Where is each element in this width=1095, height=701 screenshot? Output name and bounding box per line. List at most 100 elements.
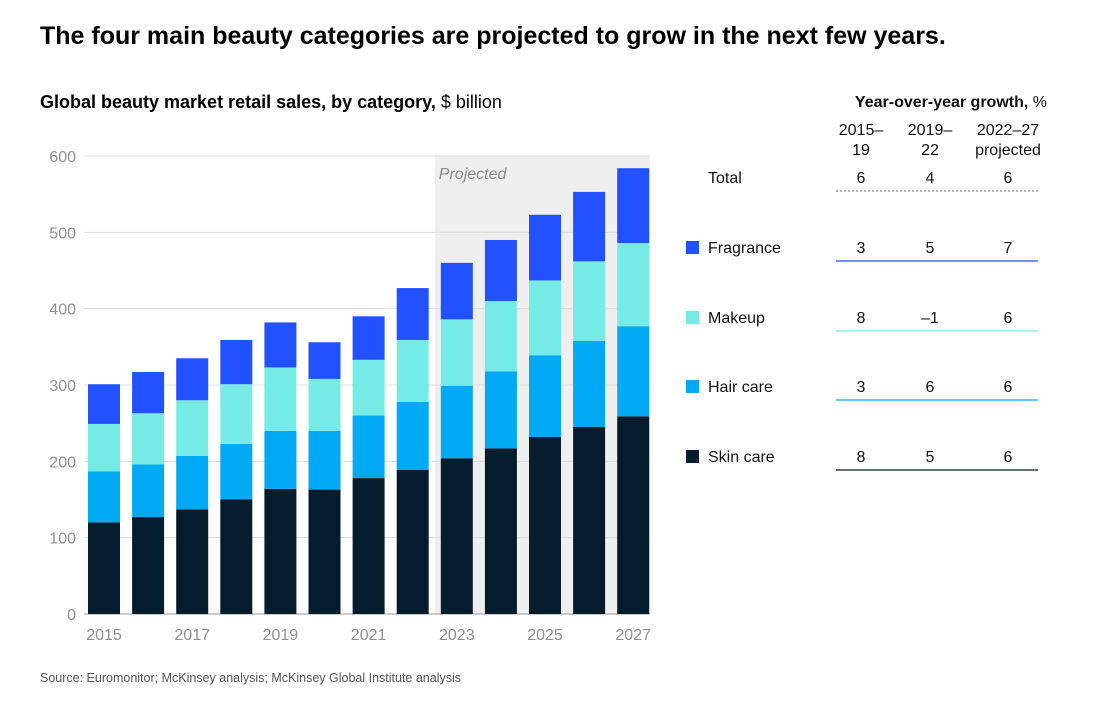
x-tick-label: 2027 [615, 627, 651, 644]
bar-segment-makeup [484, 301, 517, 372]
growth-table-title: Year-over-year growth, % [855, 94, 1047, 111]
growth-value: 6 [857, 170, 866, 187]
bar-segment-fragrance [352, 316, 385, 360]
bar-segment-fragrance [176, 358, 209, 401]
bar-segment-fragrance [264, 322, 297, 368]
bar-segment-skin-care [617, 416, 650, 614]
source-note: Source: Euromonitor; McKinsey analysis; … [40, 671, 462, 685]
growth-value: 4 [926, 170, 935, 187]
subtitle-unit: $ billion [435, 92, 502, 112]
bar-segment-skin-care [573, 426, 606, 614]
legend-label-total: Total [708, 170, 742, 187]
bar-segment-skin-care [396, 469, 429, 614]
column-header-line1: 2019– [908, 122, 953, 139]
legend-swatch-skin-care [686, 450, 699, 463]
x-tick-label: 2019 [263, 627, 299, 644]
chart-title: The four main beauty categories are proj… [40, 22, 946, 50]
bar-segment-fragrance [440, 262, 473, 320]
bar-segment-skin-care [308, 489, 341, 614]
y-tick-label: 200 [49, 454, 76, 471]
y-tick-label: 300 [49, 378, 76, 395]
bar-segment-fragrance [529, 214, 561, 281]
column-header-line1: 2015– [839, 122, 884, 139]
bar-segment-hair-care [440, 385, 473, 459]
bar-segment-makeup [176, 400, 209, 456]
growth-value: 3 [857, 379, 866, 396]
growth-value: 6 [1004, 379, 1013, 396]
growth-value: 6 [1004, 449, 1013, 466]
bar-segment-makeup [220, 384, 253, 444]
bar-segment-fragrance [396, 288, 429, 340]
bar-segment-fragrance [88, 384, 120, 424]
x-tick-label: 2025 [527, 627, 563, 644]
bar-segment-hair-care [132, 464, 165, 518]
growth-value: 5 [926, 240, 935, 257]
chart-subtitle: Global beauty market retail sales, by ca… [40, 92, 502, 113]
column-header-line2: projected [975, 142, 1041, 159]
bar-segment-fragrance [132, 372, 165, 414]
bar-segment-skin-care [88, 522, 120, 614]
bar-segment-hair-care [352, 415, 385, 479]
y-tick-label: 100 [49, 531, 76, 548]
legend-swatch-hair-care [686, 380, 699, 393]
x-tick-label: 2021 [351, 627, 387, 644]
bar-segment-makeup [132, 413, 165, 465]
growth-table-title-main: Year-over-year growth, [855, 94, 1028, 111]
column-header-line2: 22 [921, 142, 939, 159]
x-tick-label: 2015 [86, 627, 122, 644]
bar-segment-skin-care [352, 478, 385, 614]
legend-label-makeup: Makeup [708, 310, 765, 327]
bar-segment-fragrance [308, 342, 341, 379]
legend-label-fragrance: Fragrance [708, 240, 781, 257]
bar-segment-makeup [529, 280, 561, 356]
bar-segment-fragrance [617, 168, 650, 244]
growth-value: 3 [857, 240, 866, 257]
growth-value: –1 [921, 310, 939, 327]
growth-value: 7 [1004, 240, 1013, 257]
bar-segment-fragrance [220, 339, 253, 385]
bar-segment-hair-care [396, 401, 429, 470]
bar-segment-skin-care [176, 509, 209, 614]
bar-segment-makeup [308, 378, 341, 431]
bar-segment-skin-care [484, 448, 517, 614]
bar-segment-hair-care [529, 355, 561, 437]
growth-value: 6 [1004, 310, 1013, 327]
bar-segment-makeup [617, 243, 650, 327]
projected-label: Projected [439, 166, 508, 183]
bar-segment-hair-care [484, 371, 517, 449]
growth-value: 8 [857, 449, 866, 466]
bar-segment-hair-care [573, 340, 606, 427]
bar-segment-makeup [88, 423, 120, 472]
legend-label-skin-care: Skin care [708, 449, 775, 466]
growth-value: 8 [857, 310, 866, 327]
bar-segment-hair-care [308, 430, 341, 490]
bar-segment-makeup [352, 359, 385, 416]
bar-segment-skin-care [529, 436, 561, 614]
column-header-line2: 19 [852, 142, 870, 159]
bar-segment-hair-care [88, 471, 120, 523]
x-tick-label: 2017 [174, 627, 210, 644]
bar-segment-makeup [573, 261, 606, 341]
bar-segment-skin-care [132, 517, 165, 614]
column-header-line1: 2022–27 [977, 122, 1039, 139]
subtitle-main: Global beauty market retail sales, by ca… [40, 92, 436, 112]
legend-swatch-makeup [686, 311, 699, 324]
bar-segment-makeup [440, 319, 473, 386]
y-tick-label: 600 [49, 149, 76, 166]
bar-segment-skin-care [220, 499, 253, 614]
y-tick-label: 400 [49, 302, 76, 319]
bar-segment-hair-care [176, 455, 209, 510]
bar-segment-hair-care [617, 326, 650, 417]
growth-table-title-unit: % [1028, 94, 1047, 111]
bar-segment-hair-care [264, 430, 297, 489]
bar-segment-hair-care [220, 443, 253, 500]
growth-value: 5 [926, 449, 935, 466]
bar-segment-skin-care [264, 488, 297, 614]
y-tick-label: 500 [49, 225, 76, 242]
legend-swatch-fragrance [686, 241, 699, 254]
growth-value: 6 [1004, 170, 1013, 187]
bar-segment-fragrance [484, 239, 517, 302]
x-tick-label: 2023 [439, 627, 475, 644]
bar-segment-makeup [396, 339, 429, 402]
